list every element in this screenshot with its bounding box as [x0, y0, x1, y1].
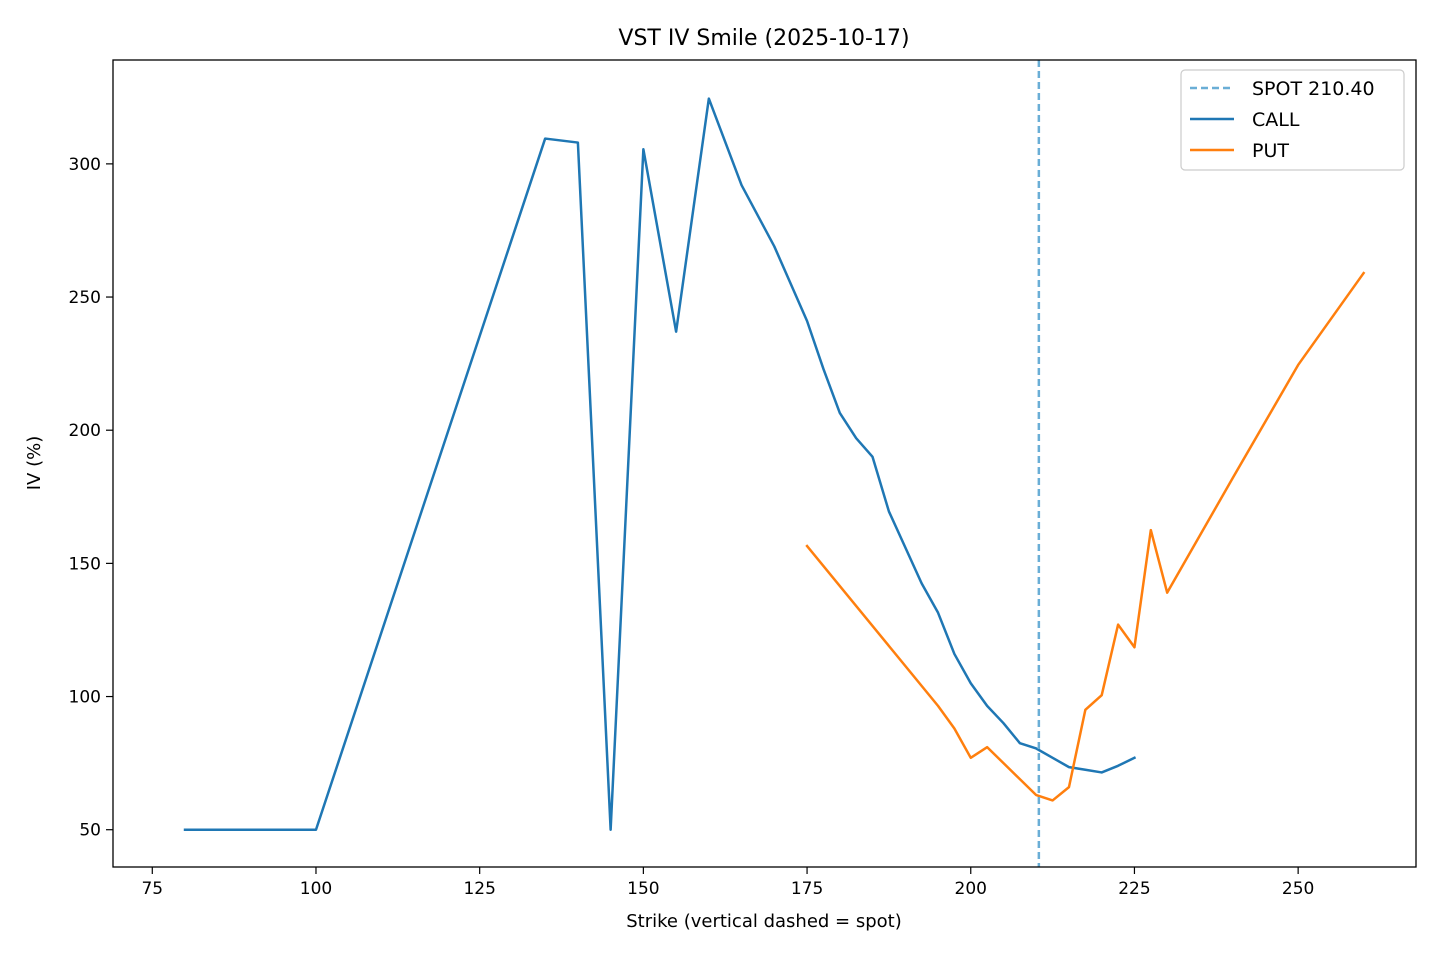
x-tick-label: 100: [300, 879, 332, 899]
x-tick-label: 125: [463, 879, 495, 899]
x-tick-label: 250: [1282, 879, 1314, 899]
y-tick-label: 200: [69, 421, 101, 441]
y-axis-label: IV (%): [24, 436, 45, 491]
x-axis-label: Strike (vertical dashed = spot): [626, 911, 901, 932]
x-axis: 75 100 125 150 175 200 225 250: [141, 867, 1314, 899]
series-line-call: [183, 97, 1137, 831]
y-tick-label: 300: [69, 155, 101, 175]
legend-box: [1180, 69, 1405, 171]
chart-title: VST IV Smile (2025-10-17): [618, 26, 909, 51]
series-layer: [183, 60, 1366, 867]
legend-label-call: CALL: [1252, 109, 1300, 131]
legend-label-put: PUT: [1252, 140, 1289, 162]
x-tick-label: 150: [627, 879, 659, 899]
y-tick-label: 50: [79, 821, 101, 841]
legend: SPOT 210.40 CALL PUT: [1180, 69, 1405, 171]
plot-frame: [112, 59, 1417, 868]
x-tick-label: 200: [955, 879, 987, 899]
x-tick-label: 175: [791, 879, 823, 899]
y-axis: 50 100 150 200 250 300: [69, 155, 113, 841]
legend-label-spot: SPOT 210.40: [1252, 78, 1375, 100]
y-tick-label: 100: [69, 688, 101, 708]
series-line-put: [805, 271, 1366, 802]
y-tick-label: 150: [69, 554, 101, 574]
x-tick-label: 225: [1118, 879, 1150, 899]
y-tick-label: 250: [69, 288, 101, 308]
x-tick-label: 75: [141, 879, 163, 899]
